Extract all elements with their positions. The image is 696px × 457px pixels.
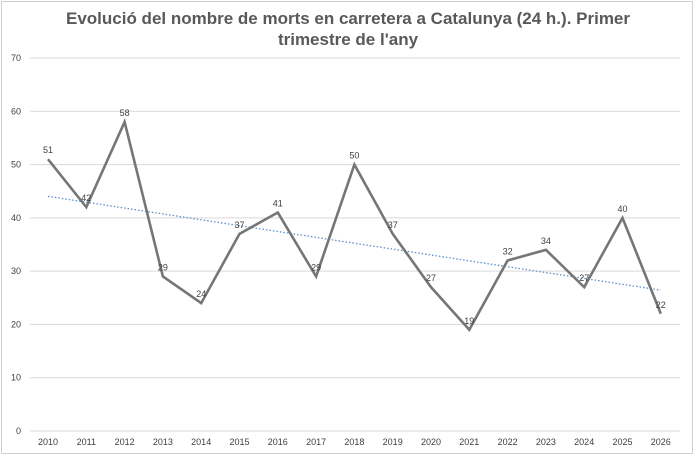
- x-axis-ticks: 2010 2011 2012 2013 2014 2015 2016 2017 2018 2019…: [38, 437, 671, 447]
- data-label-2014: 24: [196, 289, 206, 299]
- x-tick-label-2012: 2012: [115, 437, 135, 447]
- trendline-path: [47, 195, 661, 291]
- x-tick-label-2014: 2014: [191, 437, 211, 447]
- x-tick-label-2015: 2015: [229, 437, 249, 447]
- y-tick-label-30: 30: [11, 266, 21, 276]
- series-line: [46, 117, 663, 332]
- x-tick-label-2024: 2024: [574, 437, 594, 447]
- series-polyline: [46, 117, 663, 332]
- data-label-2017: 29: [311, 262, 321, 272]
- data-label-2021: 19: [464, 316, 474, 326]
- data-label-2012: 58: [120, 108, 130, 118]
- y-tick-label-20: 20: [11, 319, 21, 329]
- chart-title-line-2: trimestre de l'any: [277, 30, 419, 49]
- data-label-2023: 34: [541, 236, 551, 246]
- x-tick-label-2025: 2025: [612, 437, 632, 447]
- data-label-2015: 37: [234, 220, 244, 230]
- x-tick-label-2018: 2018: [344, 437, 364, 447]
- y-tick-label-50: 50: [11, 160, 21, 170]
- data-label-2026: 22: [656, 300, 666, 310]
- y-tick-label-0: 0: [16, 426, 21, 436]
- trendline: [47, 195, 661, 291]
- data-label-2016: 41: [273, 199, 283, 209]
- data-label-2025: 40: [617, 204, 627, 214]
- data-label-2024: 27: [579, 273, 589, 283]
- x-tick-label-2026: 2026: [651, 437, 671, 447]
- data-label-2022: 32: [503, 246, 513, 256]
- y-axis-ticks: 0 10 20 30 40 50 60 70: [11, 53, 21, 436]
- x-tick-label-2022: 2022: [498, 437, 518, 447]
- data-label-2011: 42: [81, 193, 91, 203]
- y-tick-label-70: 70: [11, 53, 21, 63]
- data-labels: 51 42 58 29 24 37 41 29 50 37 27 19 32 34 27 40 22: [43, 108, 666, 326]
- data-label-2019: 37: [388, 220, 398, 230]
- x-tick-label-2023: 2023: [536, 437, 556, 447]
- y-tick-label-10: 10: [11, 373, 21, 383]
- chart-title-line-1: Evolució del nombre de morts en carreter…: [65, 9, 631, 28]
- x-tick-label-2010: 2010: [38, 437, 58, 447]
- y-tick-label-40: 40: [11, 213, 21, 223]
- x-tick-label-2020: 2020: [421, 437, 441, 447]
- chart-title: Evolució del nombre de morts en carreter…: [0, 8, 696, 50]
- data-label-2018: 50: [349, 151, 359, 161]
- x-tick-label-2013: 2013: [153, 437, 173, 447]
- x-tick-label-2011: 2011: [77, 437, 96, 447]
- y-tick-label-60: 60: [11, 106, 21, 116]
- data-label-2020: 27: [426, 273, 436, 283]
- x-tick-label-2021: 2021: [459, 437, 479, 447]
- x-tick-label-2017: 2017: [306, 437, 326, 447]
- data-label-2010: 51: [43, 145, 53, 155]
- x-tick-label-2016: 2016: [268, 437, 288, 447]
- x-tick-label-2019: 2019: [383, 437, 403, 447]
- data-label-2013: 29: [158, 262, 168, 272]
